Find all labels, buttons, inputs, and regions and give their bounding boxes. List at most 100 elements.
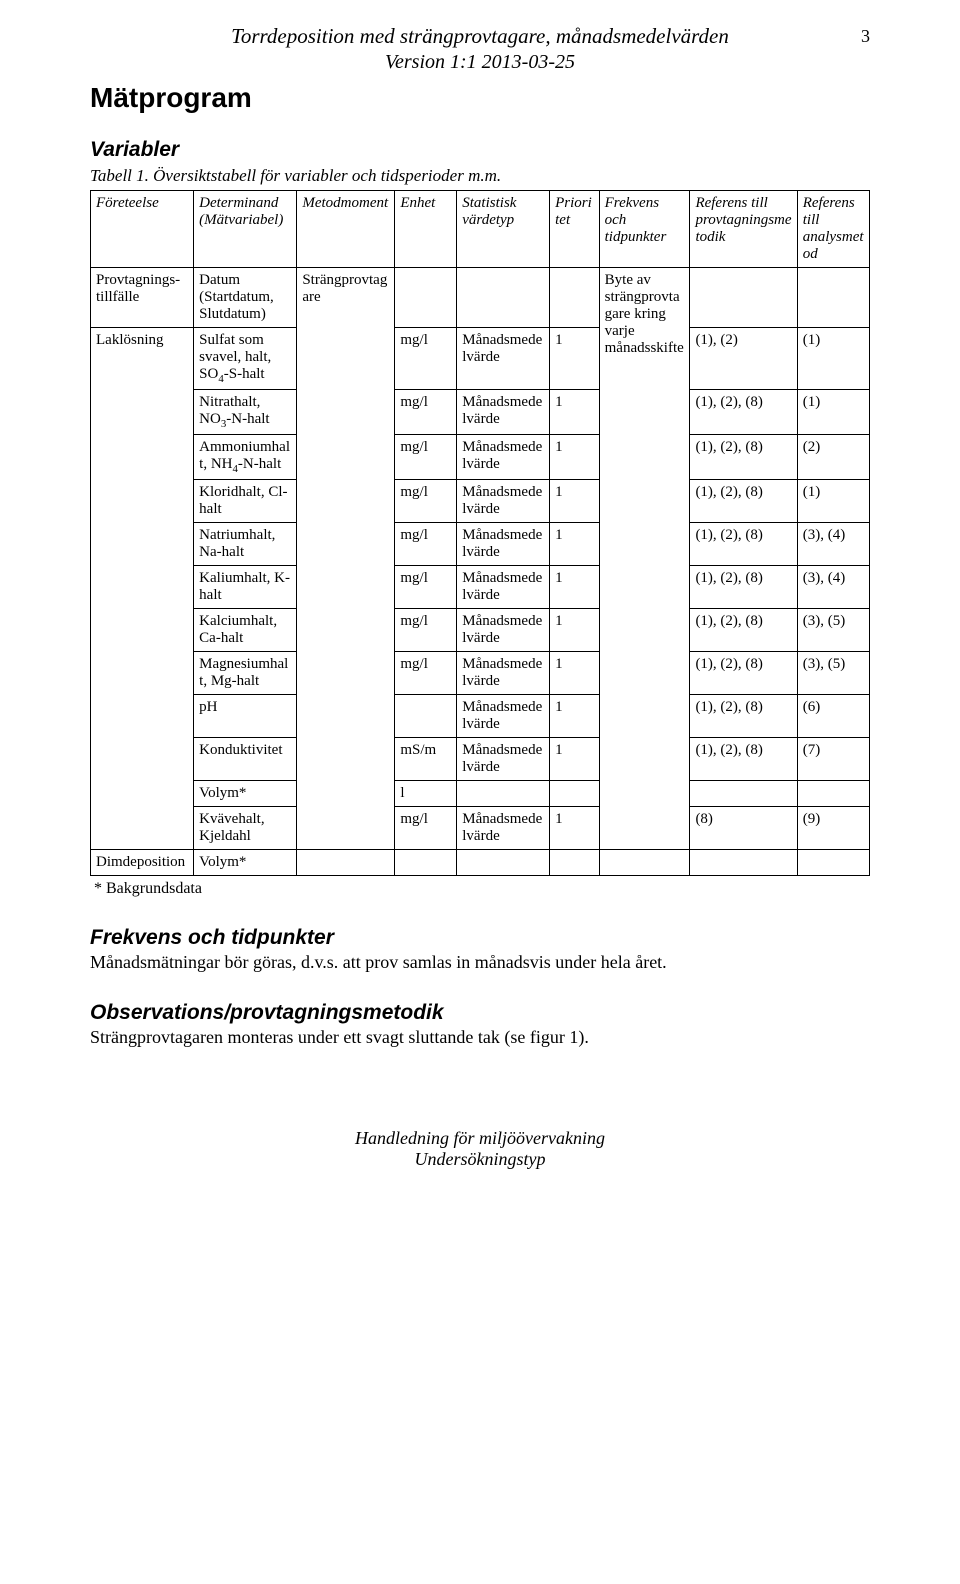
cell-ref-anal: (1) bbox=[797, 390, 869, 435]
table-row: LaklösningSulfat som svavel, halt, SO4-S… bbox=[91, 328, 870, 390]
variabler-heading: Variabler bbox=[90, 138, 870, 162]
table-row: pH Månadsmedelvärde1 (1), (2), (8)(6) bbox=[91, 695, 870, 738]
table-row: Magnesiumhalt, Mg-haltmg/lMånadsmedelvär… bbox=[91, 652, 870, 695]
cell-enhet: mS/m bbox=[395, 738, 457, 781]
cell-prio: 1 bbox=[550, 523, 600, 566]
cell-prio: 1 bbox=[550, 807, 600, 850]
table-row: Provtagnings-tillfälle Datum (Startdatum… bbox=[91, 268, 870, 328]
cell-enhet: mg/l bbox=[395, 566, 457, 609]
cell-ref-prov: (1), (2), (8) bbox=[690, 738, 797, 781]
cell-prio: 1 bbox=[550, 480, 600, 523]
table-footnote: * Bakgrundsdata bbox=[94, 880, 870, 898]
cell-stat bbox=[457, 268, 550, 328]
frekvens-heading: Frekvens och tidpunkter bbox=[90, 926, 870, 950]
cell-determinand: Kaliumhalt, K-halt bbox=[194, 566, 297, 609]
cell-prio: 1 bbox=[550, 328, 600, 390]
cell-determinand: Ammoniumhalt, NH4-N-halt bbox=[194, 435, 297, 480]
cell-stat: Månadsmedelvärde bbox=[457, 390, 550, 435]
cell-frekvens: Byte av strängprovtagare kring varje mån… bbox=[599, 268, 690, 850]
cell-ref-anal bbox=[797, 781, 869, 807]
col-frekvens: Frekvens och tidpunkter bbox=[599, 191, 690, 268]
cell-ref-prov: (8) bbox=[690, 807, 797, 850]
page: 3 Torrdeposition med strängprovtagare, m… bbox=[0, 0, 960, 1230]
cell-prio bbox=[550, 268, 600, 328]
page-number: 3 bbox=[861, 26, 870, 47]
page-header: Torrdeposition med strängprovtagare, mån… bbox=[90, 24, 870, 74]
cell-stat: Månadsmedelvärde bbox=[457, 695, 550, 738]
cell-empty bbox=[457, 850, 550, 876]
cell-ref-anal: (2) bbox=[797, 435, 869, 480]
cell-ref-prov: (1), (2), (8) bbox=[690, 523, 797, 566]
cell-enhet bbox=[395, 695, 457, 738]
col-ref-anal: Referens till analysmetod bbox=[797, 191, 869, 268]
cell-empty bbox=[395, 850, 457, 876]
cell-determinand: Kloridhalt, Cl-halt bbox=[194, 480, 297, 523]
cell-enhet: mg/l bbox=[395, 435, 457, 480]
cell-stat: Månadsmedelvärde bbox=[457, 652, 550, 695]
cell-empty bbox=[550, 850, 600, 876]
cell-prio: 1 bbox=[550, 609, 600, 652]
cell-prio: 1 bbox=[550, 652, 600, 695]
cell-empty bbox=[797, 850, 869, 876]
footer-line-2: Undersökningstyp bbox=[90, 1149, 870, 1170]
cell-enhet: mg/l bbox=[395, 328, 457, 390]
cell-stat: Månadsmedelvärde bbox=[457, 566, 550, 609]
cell-stat: Månadsmedelvärde bbox=[457, 738, 550, 781]
cell-foreteelse: Provtagnings-tillfälle bbox=[91, 268, 194, 328]
cell-metodmoment: Strängprovtagare bbox=[297, 268, 395, 850]
page-footer: Handledning för miljöövervakning Undersö… bbox=[90, 1128, 870, 1170]
cell-foreteelse: Dimdeposition bbox=[91, 850, 194, 876]
cell-ref-anal: (6) bbox=[797, 695, 869, 738]
cell-empty bbox=[690, 850, 797, 876]
table-header-row: Företeelse Determinand (Mätvariabel) Met… bbox=[91, 191, 870, 268]
col-enhet: Enhet bbox=[395, 191, 457, 268]
cell-ref-prov: (1), (2), (8) bbox=[690, 480, 797, 523]
cell-ref-anal: (1) bbox=[797, 328, 869, 390]
cell-determinand: Volym* bbox=[194, 781, 297, 807]
cell-ref-anal: (1) bbox=[797, 480, 869, 523]
header-title: Torrdeposition med strängprovtagare, mån… bbox=[90, 24, 870, 49]
table-row: Kalciumhalt, Ca-haltmg/lMånadsmedelvärde… bbox=[91, 609, 870, 652]
cell-enhet: mg/l bbox=[395, 807, 457, 850]
cell-ref-prov bbox=[690, 268, 797, 328]
cell-stat: Månadsmedelvärde bbox=[457, 435, 550, 480]
cell-stat: Månadsmedelvärde bbox=[457, 328, 550, 390]
table-row: Ammoniumhalt, NH4-N-halt mg/lMånadsmedelv… bbox=[91, 435, 870, 480]
cell-enhet: mg/l bbox=[395, 523, 457, 566]
cell-enhet: mg/l bbox=[395, 390, 457, 435]
cell-ref-anal: (3), (4) bbox=[797, 566, 869, 609]
cell-enhet: mg/l bbox=[395, 480, 457, 523]
cell-prio: 1 bbox=[550, 695, 600, 738]
cell-enhet: l bbox=[395, 781, 457, 807]
cell-prio bbox=[550, 781, 600, 807]
cell-ref-anal: (3), (5) bbox=[797, 652, 869, 695]
cell-determinand: Kvävehalt, Kjeldahl bbox=[194, 807, 297, 850]
cell-ref-anal: (3), (4) bbox=[797, 523, 869, 566]
footer-line-1: Handledning för miljöövervakning bbox=[90, 1128, 870, 1149]
table-row: Volym* l bbox=[91, 781, 870, 807]
cell-ref-anal: (7) bbox=[797, 738, 869, 781]
cell-enhet bbox=[395, 268, 457, 328]
cell-determinand: Nitrathalt, NO3-N-halt bbox=[194, 390, 297, 435]
cell-determinand: Konduktivitet bbox=[194, 738, 297, 781]
cell-empty bbox=[599, 850, 690, 876]
cell-stat: Månadsmedelvärde bbox=[457, 480, 550, 523]
header-version: Version 1:1 2013-03-25 bbox=[90, 51, 870, 74]
col-statistisk: Statistisk värdetyp bbox=[457, 191, 550, 268]
cell-stat bbox=[457, 781, 550, 807]
col-determinand: Determinand (Mätvariabel) bbox=[194, 191, 297, 268]
cell-stat: Månadsmedelvärde bbox=[457, 523, 550, 566]
cell-determinand: pH bbox=[194, 695, 297, 738]
cell-prio: 1 bbox=[550, 390, 600, 435]
cell-prio: 1 bbox=[550, 435, 600, 480]
cell-ref-prov: (1), (2), (8) bbox=[690, 390, 797, 435]
table-caption: Tabell 1. Översiktstabell för variabler … bbox=[90, 166, 870, 186]
cell-enhet: mg/l bbox=[395, 652, 457, 695]
cell-ref-prov: (1), (2), (8) bbox=[690, 566, 797, 609]
cell-ref-anal: (9) bbox=[797, 807, 869, 850]
frekvens-text: Månadsmätningar bör göras, d.v.s. att pr… bbox=[90, 952, 870, 973]
cell-determinand: Sulfat som svavel, halt, SO4-S-halt bbox=[194, 328, 297, 390]
table-row: Natriumhalt, Na-haltmg/lMånadsmedelvärde… bbox=[91, 523, 870, 566]
cell-ref-prov: (1), (2), (8) bbox=[690, 609, 797, 652]
cell-ref-prov: (1), (2), (8) bbox=[690, 695, 797, 738]
